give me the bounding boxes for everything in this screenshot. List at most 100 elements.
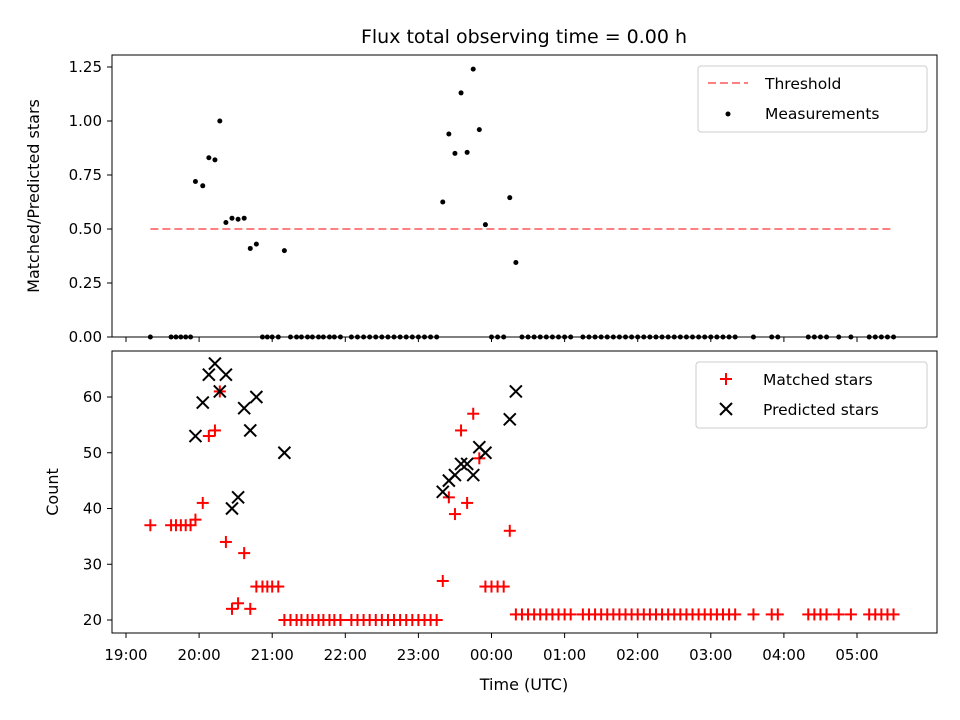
matched-star-point: [244, 602, 257, 615]
predicted-star-point: [436, 485, 450, 499]
measurement-point: [452, 150, 458, 156]
matched-star-point: [503, 524, 516, 537]
predicted-star-point: [277, 446, 292, 460]
predicted-star-point: [454, 457, 468, 471]
legend-predicted-label: Predicted stars: [763, 401, 879, 419]
bottom-ytick-label: 30: [83, 555, 102, 573]
predicted-star-point: [202, 367, 216, 382]
bottom-xtick-label: 23:00: [397, 646, 440, 664]
bottom-marks: [144, 356, 900, 626]
predicted-star-point: [196, 395, 210, 410]
measurement-point: [223, 220, 229, 226]
top-ytick-label: 0.50: [69, 220, 102, 238]
bottom-xtick-label: 03:00: [689, 646, 732, 664]
measurement-point: [217, 118, 223, 124]
measurement-point: [281, 248, 287, 254]
bottom-xtick-label: 20:00: [177, 646, 220, 664]
measurement-point: [192, 178, 198, 184]
predicted-star-point: [503, 412, 517, 427]
predicted-star-point: [243, 423, 257, 438]
matched-star-point: [272, 580, 285, 593]
predicted-star-point: [188, 429, 203, 443]
bottom-xtick-label: 01:00: [543, 646, 586, 664]
measurement-point: [446, 131, 452, 137]
matched-star-point: [729, 608, 742, 621]
bottom-y-axis: 20 30 40 50 60: [83, 388, 112, 629]
bottom-panel: 20 30 40 50 60 19:00 20:00 21:00 22:00 23:00 00:0…: [43, 350, 938, 694]
legend-measurements-swatch: [725, 111, 731, 117]
predicted-star-point: [448, 468, 462, 482]
matched-star-point: [144, 519, 157, 532]
top-ytick-label: 0.00: [69, 328, 102, 346]
top-x-axis: [125, 337, 858, 342]
predicted-star-point: [478, 446, 493, 460]
matched-star-point: [455, 424, 468, 437]
bottom-xtick-label: 05:00: [835, 646, 878, 664]
matched-star-point: [461, 496, 474, 509]
matched-star-point: [564, 608, 577, 621]
legend-predicted-swatch: [719, 402, 733, 416]
bottom-y-axis-label: Count: [43, 468, 62, 516]
measurement-point: [200, 183, 206, 189]
measurement-point: [464, 149, 470, 155]
top-ytick-label: 1.00: [69, 112, 102, 130]
top-panel: 0.00 0.25 0.50 0.75 1.00 1.25 Matched/Predict…: [24, 54, 938, 346]
top-ytick-label: 0.25: [69, 274, 102, 292]
matched-star-point: [238, 547, 251, 560]
measurement-point: [212, 157, 218, 163]
measurement-point: [458, 90, 464, 96]
bottom-legend-box: [695, 361, 928, 429]
bottom-ytick-label: 40: [83, 500, 102, 518]
measurement-point: [513, 259, 519, 265]
matched-star-point: [832, 608, 845, 621]
bottom-xtick-label: 19:00: [104, 646, 147, 664]
bottom-x-axis: 19:00 20:00 21:00 22:00 23:00 00:00 01:00 02:00…: [104, 633, 879, 664]
matched-star-point: [436, 574, 449, 587]
top-legend-box: [697, 65, 928, 133]
bottom-ytick-label: 50: [83, 444, 102, 462]
matched-star-point: [747, 608, 760, 621]
bottom-xtick-label: 00:00: [470, 646, 513, 664]
matched-star-point: [771, 608, 784, 621]
measurement-point: [440, 199, 446, 205]
predicted-star-point: [249, 390, 264, 404]
matched-star-point: [430, 614, 443, 626]
predicted-star-point: [237, 401, 251, 415]
matched-star-point: [820, 608, 833, 621]
chart-title: Flux total observing time = 0.00 h: [361, 26, 687, 48]
predicted-star-point: [219, 367, 233, 382]
measurement-point: [235, 216, 241, 222]
top-y-axis: 0.00 0.25 0.50 0.75 1.00 1.25: [69, 58, 112, 346]
measurement-point: [241, 215, 247, 221]
bottom-legend: Matched stars Predicted stars: [695, 361, 928, 429]
matched-star-point: [497, 580, 510, 593]
measurement-point: [507, 195, 513, 201]
legend-threshold-label: Threshold: [764, 75, 841, 93]
matched-star-point: [225, 602, 238, 615]
bottom-ytick-label: 60: [83, 388, 102, 406]
bottom-xtick-label: 21:00: [251, 646, 294, 664]
legend-matched-label: Matched stars: [763, 371, 873, 389]
matched-star-point: [467, 407, 480, 420]
bottom-xtick-label: 04:00: [762, 646, 805, 664]
matched-star-point: [189, 513, 202, 526]
measurement-point: [476, 127, 482, 133]
top-ytick-label: 1.25: [69, 58, 102, 76]
top-y-axis-label: Matched/Predicted stars: [24, 99, 43, 293]
matched-star-point: [208, 424, 221, 437]
bottom-xtick-label: 22:00: [324, 646, 367, 664]
bottom-x-axis-label: Time (UTC): [479, 675, 568, 694]
bottom-axes-frame: [111, 350, 938, 634]
measurement-point: [247, 245, 253, 251]
matched-star-point: [334, 614, 347, 626]
bottom-ytick-label: 20: [83, 611, 102, 629]
matched-star-point: [219, 535, 232, 548]
matched-star-point: [202, 430, 215, 443]
measurement-point: [229, 215, 235, 221]
predicted-star-point: [213, 384, 227, 399]
measurement-point: [470, 66, 476, 72]
matched-star-point: [232, 597, 245, 610]
matched-star-point: [196, 496, 209, 509]
bottom-xtick-label: 02:00: [616, 646, 659, 664]
